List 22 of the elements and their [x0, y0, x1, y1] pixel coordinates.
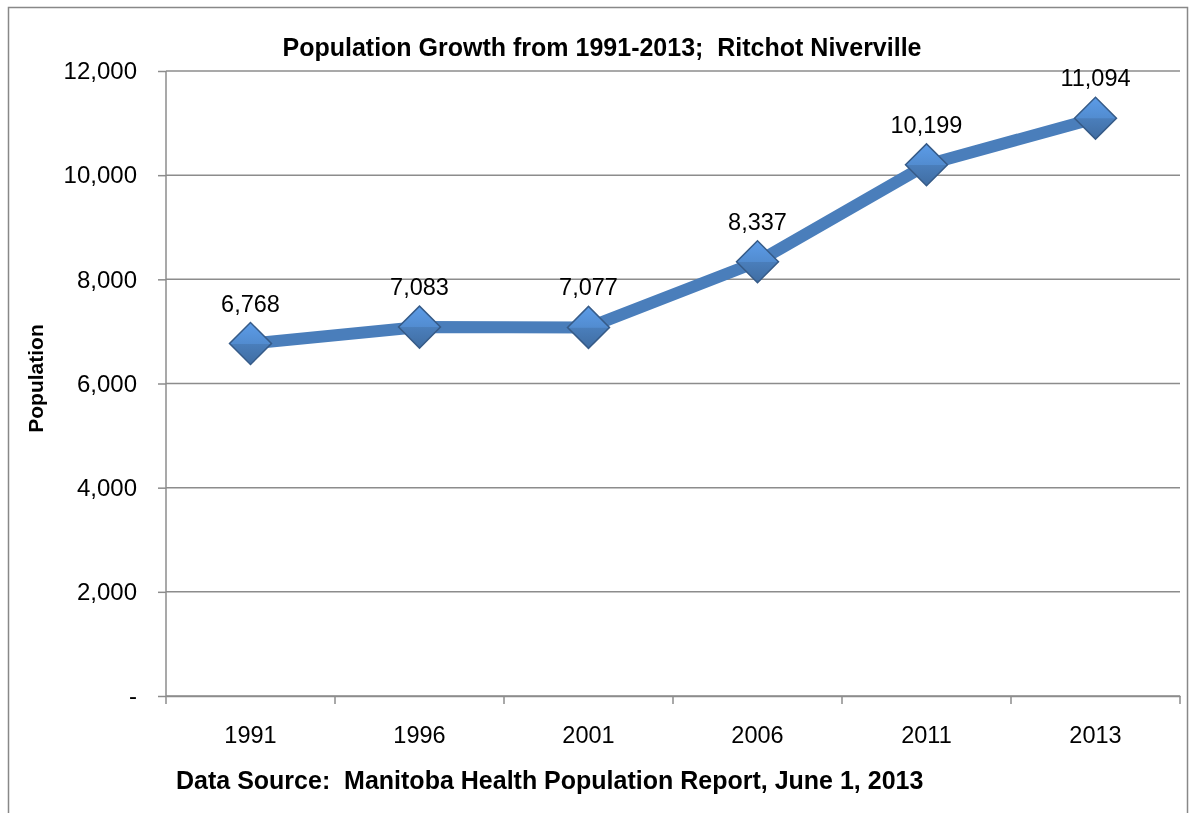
source-note: Data Source: Manitoba Health Population Report, June 1, 2013: [176, 766, 924, 794]
x-tick-label: 2001: [562, 721, 615, 748]
chart-title: Population Growth from 1991-2013; Ritchot Niverville: [282, 33, 922, 61]
data-label: 7,077: [559, 274, 618, 301]
data-label: 7,083: [390, 274, 449, 301]
data-label: 8,337: [728, 208, 787, 235]
x-tick-label: 1991: [224, 721, 277, 748]
y-tick-label: 8,000: [76, 265, 137, 293]
x-tick-label: 2006: [731, 721, 784, 748]
y-tick-label: 10,000: [63, 161, 137, 189]
y-tick-label: 6,000: [76, 369, 137, 397]
x-tick-label: 2011: [901, 721, 952, 748]
data-label: 10,199: [890, 111, 963, 138]
y-axis-title: Population: [24, 324, 47, 433]
y-tick-label: 12,000: [63, 57, 137, 85]
data-label: 11,094: [1060, 65, 1131, 92]
x-tick-label: 2013: [1069, 721, 1122, 748]
data-label: 6,768: [221, 290, 280, 317]
y-tick-label: -: [129, 682, 137, 710]
y-tick-label: 2,000: [76, 578, 137, 606]
y-tick-label: 4,000: [76, 473, 137, 501]
x-tick-label: 1996: [393, 721, 446, 748]
